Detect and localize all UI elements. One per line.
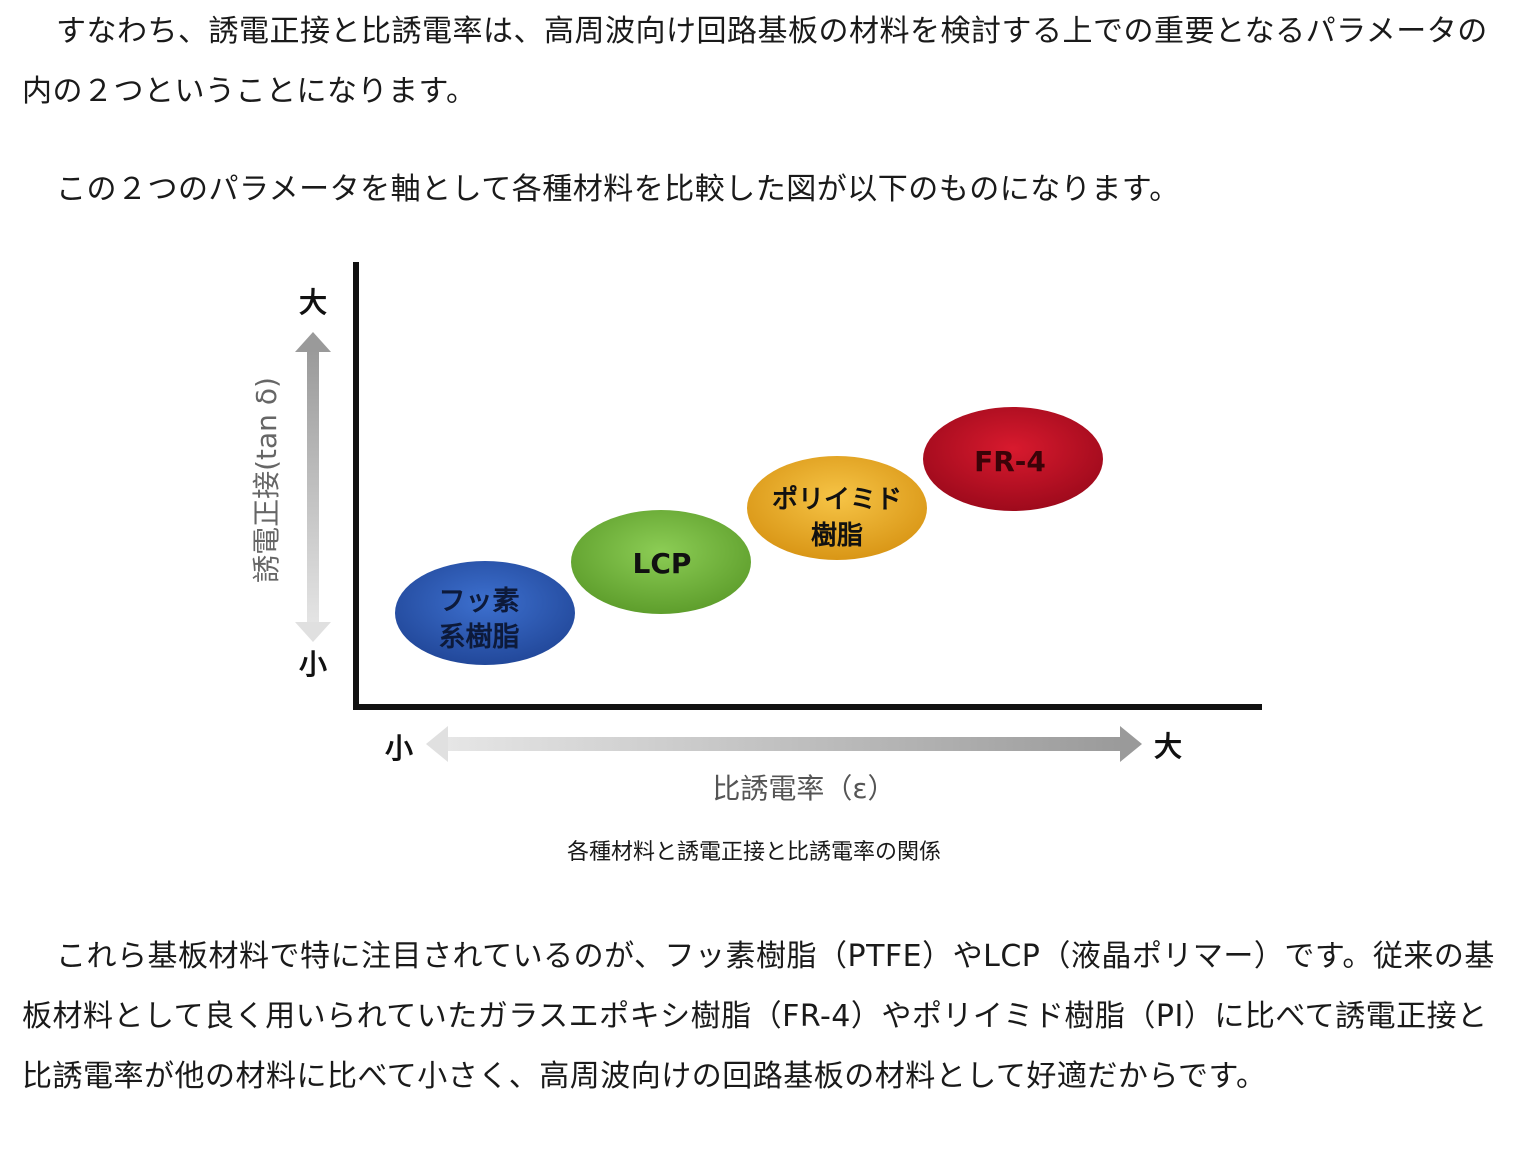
figure-caption: 各種材料と誘電正接と比誘電率の関係 — [566, 840, 941, 865]
material-lcp: LCP — [571, 510, 751, 614]
paragraph-figure-lead-text: この２つのパラメータを軸として各種材料を比較した図が以下のものになります。 — [56, 172, 1180, 207]
x-axis-low-label: 小 — [385, 732, 413, 765]
y-axis-title: 誘電正接(tan δ) — [250, 377, 283, 583]
material-polyimide-label-line1: ポリイミド — [772, 484, 902, 515]
material-fluororesin: フッ素 系樹脂 — [395, 561, 575, 665]
paragraph-conclusion: これら基板材料で特に注目されているのが、フッ素樹脂（PTFE）やLCP（液晶ポリ… — [22, 927, 1502, 1107]
x-axis-title: 比誘電率（ε） — [712, 772, 895, 805]
paragraph-conclusion-text: これら基板材料で特に注目されているのが、フッ素樹脂（PTFE）やLCP（液晶ポリ… — [22, 939, 1495, 1094]
material-polyimide-label-line2: 樹脂 — [811, 521, 863, 551]
material-lcp-label: LCP — [633, 547, 692, 580]
y-axis-gradient-arrow — [295, 332, 331, 642]
material-fluororesin-label-line1: フッ素 — [439, 586, 520, 617]
paragraph-intro-text: すなわち、誘電正接と比誘電率は、高周波向け回路基板の材料を検討する上での重要とな… — [22, 14, 1488, 109]
x-axis-gradient-arrow — [426, 726, 1142, 762]
figure-svg: 大 小 小 大 誘電正接(tan δ) 比誘電率（ε） フッ素 系樹脂 LCP … — [250, 262, 1262, 805]
material-comparison-figure: 大 小 小 大 誘電正接(tan δ) 比誘電率（ε） フッ素 系樹脂 LCP … — [240, 250, 1280, 820]
paragraph-figure-lead: この２つのパラメータを軸として各種材料を比較した図が以下のものになります。 — [22, 160, 1502, 220]
material-polyimide: ポリイミド 樹脂 — [747, 456, 927, 560]
y-axis-high-label: 大 — [299, 286, 327, 319]
x-axis-high-label: 大 — [1154, 730, 1182, 763]
paragraph-intro: すなわち、誘電正接と比誘電率は、高周波向け回路基板の材料を検討する上での重要とな… — [22, 2, 1502, 122]
material-fr4: FR-4 — [923, 407, 1103, 511]
material-fr4-label: FR-4 — [974, 445, 1046, 478]
material-fluororesin-label-line2: 系樹脂 — [439, 622, 520, 653]
y-axis-low-label: 小 — [299, 648, 327, 681]
